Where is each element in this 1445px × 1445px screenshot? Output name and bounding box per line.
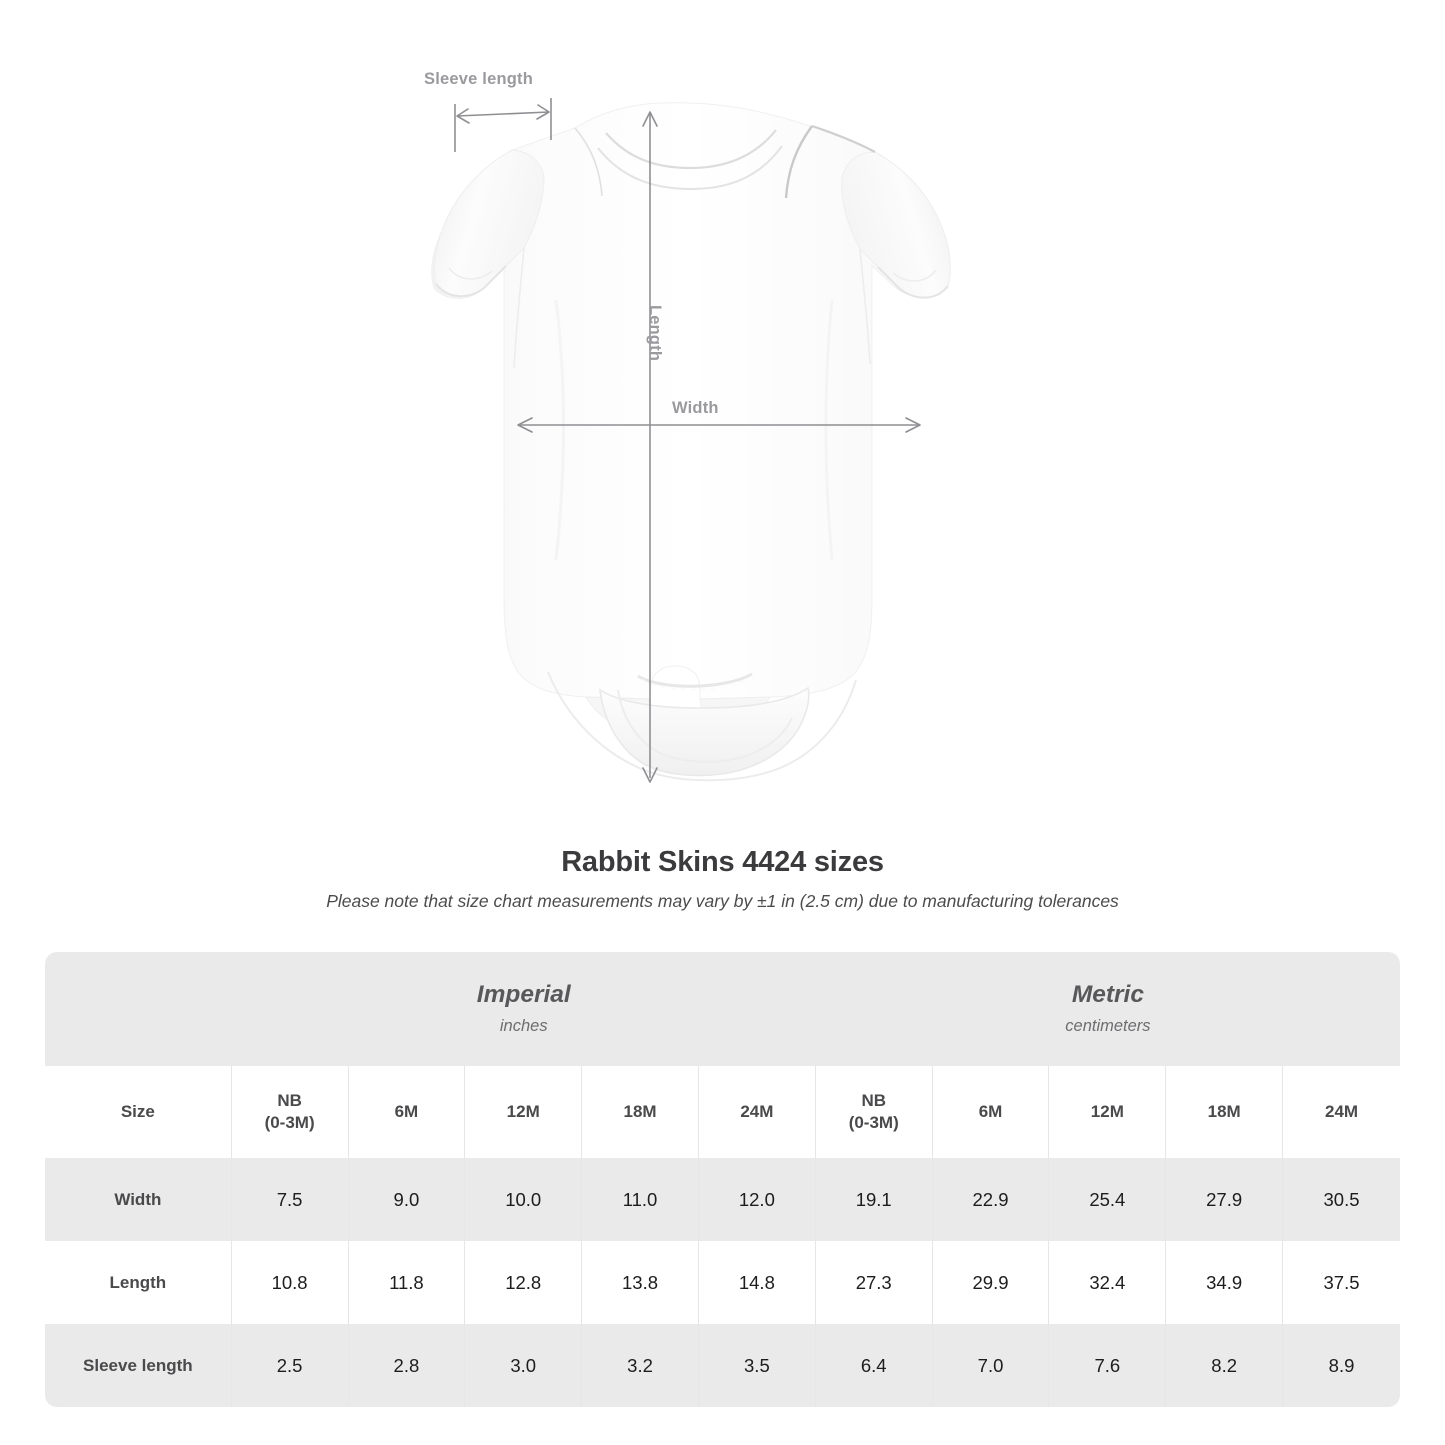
- column-header-metric-24m: 24M: [1283, 1066, 1400, 1158]
- cell-length-metric-12m: 32.4: [1049, 1241, 1167, 1324]
- label-line-2: (0-3M): [264, 1113, 315, 1132]
- cell-width-metric-6m: 22.9: [932, 1158, 1050, 1241]
- column-header-imperial-6m: 6M: [348, 1066, 466, 1158]
- tolerance-note: Please note that size chart measurements…: [326, 891, 1119, 911]
- sleeve-length-label: Sleeve length: [424, 70, 533, 88]
- cell-width-metric-18m: 27.9: [1166, 1158, 1284, 1241]
- cell-sleeve-metric-12m: 7.6: [1049, 1324, 1167, 1407]
- label-line-1: NB: [277, 1090, 302, 1110]
- column-header-metric-nb: NB (0-3M): [815, 1066, 933, 1158]
- page-title: Rabbit Skins 4424 sizes: [561, 846, 884, 878]
- cell-sleeve-imperial-12m: 3.0: [465, 1324, 583, 1407]
- cell-sleeve-metric-24m: 8.9: [1283, 1324, 1400, 1407]
- cell-sleeve-imperial-18m: 3.2: [582, 1324, 699, 1407]
- cell-sleeve-imperial-24m: 3.5: [698, 1324, 816, 1407]
- column-header-metric-6m: 6M: [932, 1066, 1050, 1158]
- unit-group-imperial: Imperial inches: [231, 952, 816, 1066]
- size-table: Imperial inches Metric centimeters Size …: [45, 952, 1400, 1407]
- column-header-metric-18m: 18M: [1166, 1066, 1284, 1158]
- cell-length-metric-24m: 37.5: [1283, 1241, 1400, 1324]
- row-header-length: Length: [45, 1241, 232, 1324]
- cell-sleeve-imperial-6m: 2.8: [348, 1324, 466, 1407]
- cell-length-imperial-nb: 10.8: [231, 1241, 349, 1324]
- unit-group-imperial-sub: inches: [499, 1017, 548, 1036]
- bodysuit-illustration: [431, 98, 951, 783]
- unit-group-metric-sub: centimeters: [1065, 1017, 1151, 1036]
- cell-width-imperial-18m: 11.0: [582, 1158, 699, 1241]
- column-header-imperial-18m: 18M: [582, 1066, 699, 1158]
- cell-sleeve-imperial-nb: 2.5: [231, 1324, 349, 1407]
- unit-group-metric-name: Metric: [1071, 980, 1144, 1008]
- cell-width-metric-12m: 25.4: [1049, 1158, 1167, 1241]
- cell-length-metric-nb: 27.3: [815, 1241, 933, 1324]
- width-dimension: [517, 417, 921, 433]
- cell-sleeve-metric-nb: 6.4: [815, 1324, 933, 1407]
- unit-group-imperial-name: Imperial: [476, 980, 571, 1008]
- unit-header-row: Imperial inches Metric centimeters: [45, 952, 1400, 1066]
- column-header-imperial-24m: 24M: [698, 1066, 816, 1158]
- table-row: Width 7.5 9.0 10.0 11.0 12.0 19.1 22.9 2…: [45, 1158, 1400, 1241]
- row-header-sleeve-length: Sleeve length: [45, 1324, 232, 1407]
- column-header-imperial-nb: NB (0-3M): [231, 1066, 349, 1158]
- length-label: Length: [646, 305, 664, 362]
- label-line-2: (0-3M): [848, 1113, 899, 1132]
- cell-length-metric-18m: 34.9: [1166, 1241, 1284, 1324]
- cell-sleeve-metric-18m: 8.2: [1166, 1324, 1284, 1407]
- column-header-metric-12m: 12M: [1049, 1066, 1167, 1158]
- cell-width-metric-nb: 19.1: [815, 1158, 933, 1241]
- column-header-size: Size: [45, 1066, 232, 1158]
- unit-group-metric: Metric centimeters: [815, 952, 1400, 1066]
- cell-length-imperial-6m: 11.8: [348, 1241, 466, 1324]
- cell-sleeve-metric-6m: 7.0: [932, 1324, 1050, 1407]
- cell-width-imperial-nb: 7.5: [231, 1158, 349, 1241]
- unit-header-spacer: [45, 952, 232, 1066]
- cell-length-imperial-12m: 12.8: [465, 1241, 583, 1324]
- table-row: Sleeve length 2.5 2.8 3.0 3.2 3.5 6.4 7.…: [45, 1324, 1400, 1407]
- garment-diagram: Sleeve length Width Length: [424, 70, 951, 783]
- length-dimension: [642, 111, 658, 783]
- cell-width-imperial-24m: 12.0: [698, 1158, 816, 1241]
- title-block: Rabbit Skins 4424 sizes Please note that…: [0, 846, 1445, 912]
- label-line-1: NB: [861, 1090, 886, 1110]
- cell-length-metric-6m: 29.9: [932, 1241, 1050, 1324]
- dimension-lines: [454, 98, 921, 783]
- cell-width-imperial-6m: 9.0: [348, 1158, 466, 1241]
- table-row: Length 10.8 11.8 12.8 13.8 14.8 27.3 29.…: [45, 1241, 1400, 1324]
- cell-width-imperial-12m: 10.0: [465, 1158, 583, 1241]
- garment-body: [431, 102, 951, 782]
- cell-width-metric-24m: 30.5: [1283, 1158, 1400, 1241]
- column-header-imperial-12m: 12M: [465, 1066, 583, 1158]
- width-label: Width: [672, 399, 719, 417]
- size-header-row: Size NB (0-3M) 6M 12M 18M 24M NB (0-3M) …: [45, 1066, 1400, 1158]
- sleeve-length-dimension: [454, 98, 552, 152]
- size-table-container: Imperial inches Metric centimeters Size …: [45, 952, 1400, 1407]
- row-header-width: Width: [45, 1158, 232, 1241]
- cell-length-imperial-18m: 13.8: [582, 1241, 699, 1324]
- cell-length-imperial-24m: 14.8: [698, 1241, 816, 1324]
